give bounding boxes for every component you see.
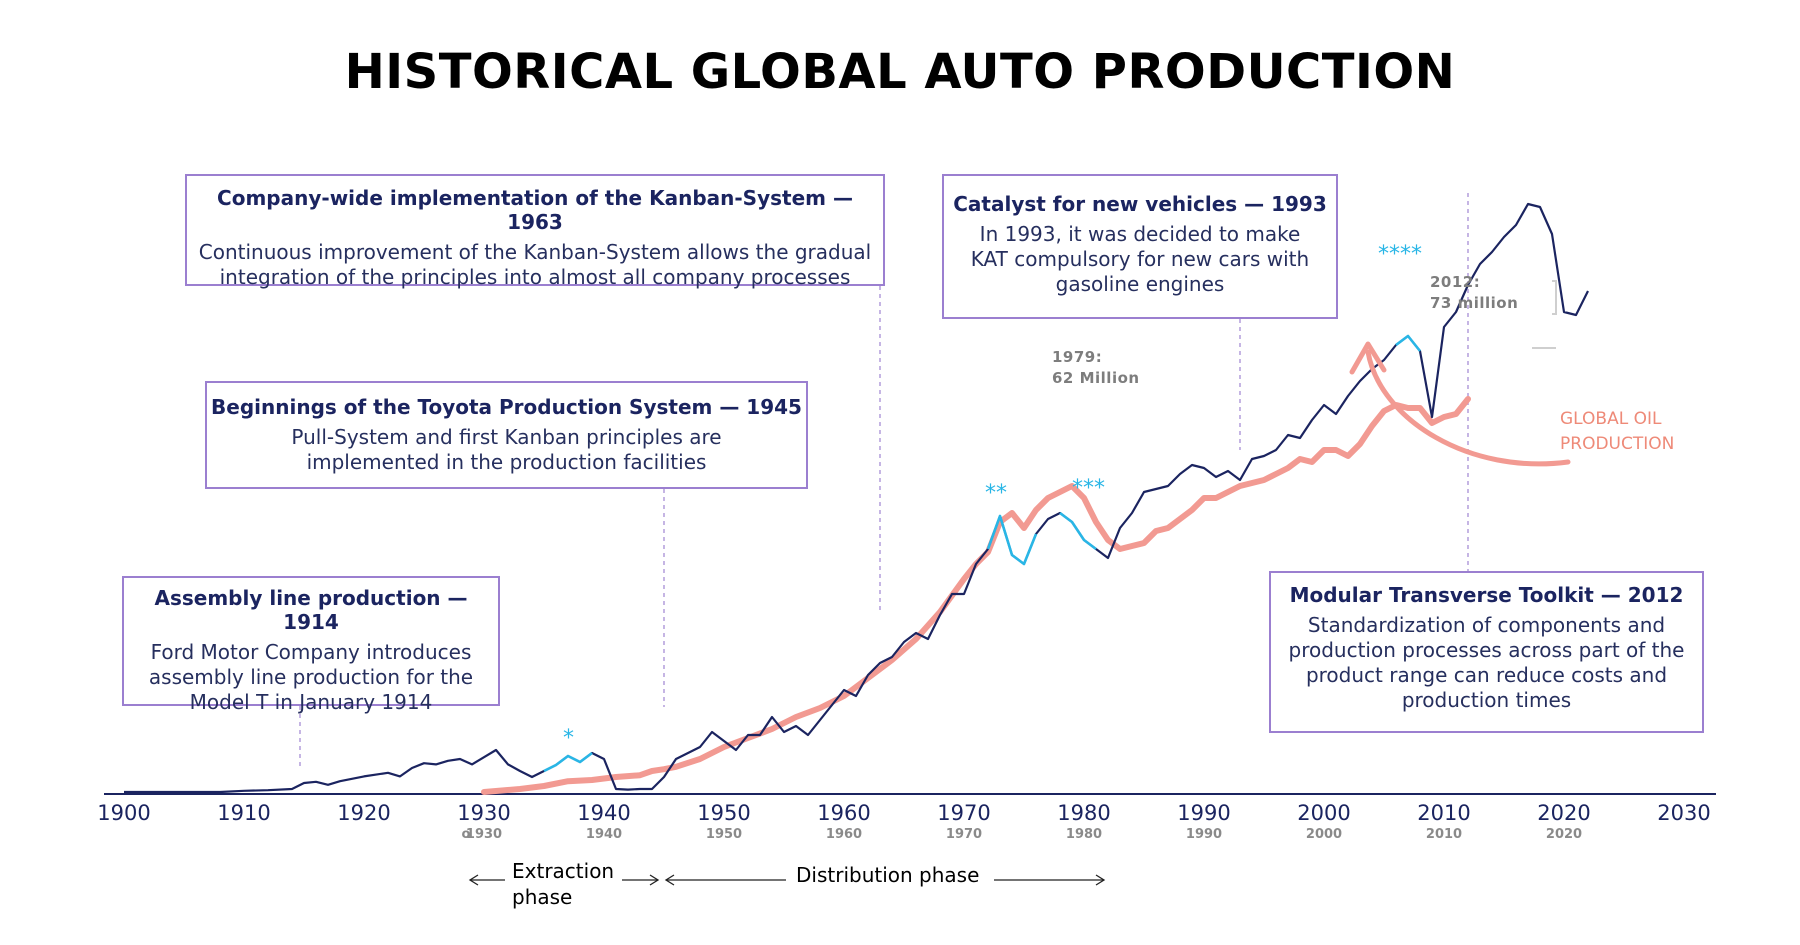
- event-box-1945: Beginnings of the Toyota Production Syst…: [205, 381, 808, 489]
- event-box-1963: Company-wide implementation of the Kanba…: [185, 174, 885, 289]
- x-tick-label-1900: 1900: [97, 801, 150, 825]
- highlight-segment-4: [1395, 334, 1422, 352]
- series-line-oil: [481, 396, 1471, 795]
- arrow-distribution-left-head: [664, 874, 675, 886]
- annotation-1979-value: 62 Million: [1052, 369, 1140, 387]
- marker-3: ***: [1072, 476, 1105, 501]
- chart-title: HISTORICAL GLOBAL AUTO PRODUCTION: [344, 44, 1456, 100]
- annotation-2012: 2012: 73 million: [1430, 272, 1518, 314]
- annotation-2012-value: 73 million: [1430, 294, 1519, 312]
- highlight-segment-2: [986, 514, 1038, 566]
- x-tick-secondary-1980: 1980: [1066, 827, 1102, 842]
- event-box-1914: Assembly line production — 1914 Ford Mot…: [122, 576, 500, 714]
- event-title-1914: Assembly line production — 1914: [154, 586, 468, 634]
- x-tick-secondary-1940: 1940: [586, 827, 622, 842]
- event-title-1963: Company-wide implementation of the Kanba…: [217, 186, 853, 234]
- x-tick-secondary-2000: 2000: [1306, 827, 1342, 842]
- marker-4: ****: [1378, 242, 1422, 267]
- event-title-1945: Beginnings of the Toyota Production Syst…: [211, 395, 802, 419]
- annotation-1979: 1979: 62 Million: [1052, 347, 1140, 389]
- x-tick-label-1940: 1940: [577, 801, 630, 825]
- x-tick-secondary-1970: 1970: [946, 827, 982, 842]
- x-tick-secondary-1960: 1960: [826, 827, 862, 842]
- x-tick-secondary-1990: 1990: [1186, 827, 1222, 842]
- x-tick-secondary-1950: 1950: [706, 827, 742, 842]
- x-tick-secondary-o: o: [462, 827, 471, 842]
- annotation-1979-year: 1979:: [1052, 348, 1103, 366]
- x-tick-label-1960: 1960: [817, 801, 870, 825]
- x-axis: 1900 1910 1920 1930 1940 1950 1960 1970 1980 1990…: [97, 793, 1716, 886]
- event-title-1993: Catalyst for new vehicles — 1993: [953, 192, 1327, 216]
- x-tick-label-2020: 2020: [1537, 801, 1590, 825]
- phase-distribution: Distribution phase: [796, 863, 980, 887]
- phase-extraction: Extraction phase: [512, 858, 614, 910]
- event-text-1914: Ford Motor Company introduces assembly l…: [148, 640, 474, 714]
- event-text-1945: Pull-System and first Kanban principles …: [291, 425, 722, 474]
- oil-arrow-head: [1349, 341, 1387, 375]
- x-tick-label-2030: 2030: [1657, 801, 1710, 825]
- marker-1: *: [563, 726, 574, 751]
- event-title-2012: Modular Transverse Toolkit — 2012: [1289, 583, 1684, 607]
- x-tick-secondary-2020: 2020: [1546, 827, 1582, 842]
- event-text-1993: In 1993, it was decided to make KAT comp…: [970, 222, 1310, 296]
- highlight-segment-1: [543, 751, 593, 773]
- marker-2: **: [985, 481, 1007, 506]
- arrow-extraction-right-head: [649, 874, 660, 886]
- x-tick-label-1920: 1920: [337, 801, 390, 825]
- x-tick-label-2010: 2010: [1417, 801, 1470, 825]
- event-text-2012: Standardization of components and produc…: [1288, 613, 1685, 712]
- arrow-extraction-left-head: [468, 874, 479, 886]
- series-line-auto: [124, 202, 1589, 794]
- series-lines: [124, 202, 1589, 795]
- oil-arrow-curve: [1365, 349, 1571, 467]
- x-tick-label-1990: 1990: [1177, 801, 1230, 825]
- x-tick-label-1910: 1910: [217, 801, 270, 825]
- phase-extraction-label2: phase: [512, 885, 573, 909]
- x-tick-label-1970: 1970: [937, 801, 990, 825]
- x-tick-secondary-2010: 2010: [1426, 827, 1462, 842]
- highlight-segment-3: [1059, 511, 1097, 551]
- x-tick-label-1930: 1930: [457, 801, 510, 825]
- arrow-distribution-right-head: [1095, 874, 1106, 886]
- event-box-2012: Modular Transverse Toolkit — 2012 Standa…: [1269, 571, 1704, 733]
- annotation-bracket: [1552, 280, 1557, 315]
- event-box-1993: Catalyst for new vehicles — 1993 In 1993…: [942, 174, 1338, 319]
- x-tick-label-2000: 2000: [1297, 801, 1350, 825]
- event-text-1963: Continuous improvement of the Kanban-Sys…: [198, 240, 872, 289]
- event-guide-lines: [299, 193, 1469, 770]
- x-tick-label-1950: 1950: [697, 801, 750, 825]
- annotation-2012-year: 2012:: [1430, 273, 1481, 291]
- x-tick-label-1980: 1980: [1057, 801, 1110, 825]
- oil-production-label: GLOBAL OIL PRODUCTION: [1560, 409, 1675, 454]
- x-tick-secondary-1930: 1930: [466, 827, 502, 842]
- phase-extraction-label: Extraction: [512, 859, 615, 883]
